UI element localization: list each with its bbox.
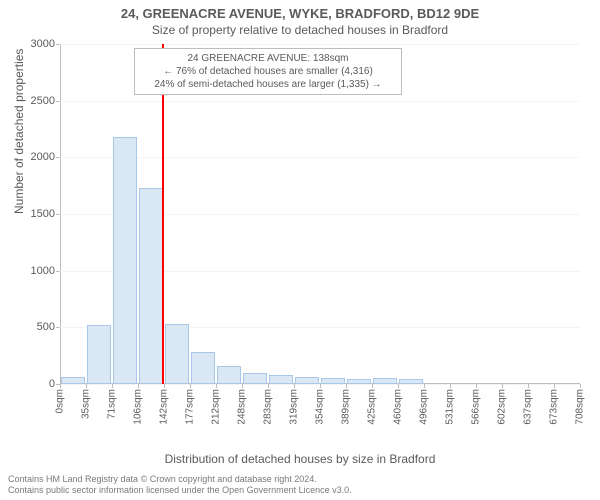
bar-slot: 0sqm — [60, 44, 86, 384]
bar — [191, 352, 214, 384]
plot-area: 050010001500200025003000 0sqm35sqm71sqm1… — [60, 44, 580, 384]
x-axis-label: Distribution of detached houses by size … — [0, 452, 600, 466]
bar-slot: 354sqm — [320, 44, 346, 384]
bar-slot: 389sqm — [346, 44, 372, 384]
x-tick-mark — [242, 384, 243, 388]
x-tick-mark — [398, 384, 399, 388]
bar-slot: 106sqm — [138, 44, 164, 384]
x-tick-label: 496sqm — [419, 389, 430, 425]
bar-slot: 142sqm — [164, 44, 190, 384]
y-tick-label: 3000 — [31, 38, 55, 50]
x-tick-label: 319sqm — [289, 389, 300, 425]
footer-line2: Contains public sector information licen… — [8, 485, 352, 496]
bars-group: 0sqm35sqm71sqm106sqm142sqm177sqm212sqm24… — [60, 44, 580, 384]
x-tick-label: 708sqm — [575, 389, 586, 425]
y-tick-label: 1500 — [31, 208, 55, 220]
x-tick-label: 389sqm — [341, 389, 352, 425]
bar — [295, 377, 318, 384]
marker-line — [162, 44, 164, 384]
annotation-line1: 24 GREENACRE AVENUE: 138sqm — [141, 52, 395, 65]
bar-slot: 531sqm — [450, 44, 476, 384]
y-tick-label: 2000 — [31, 151, 55, 163]
bar — [347, 379, 370, 384]
x-tick-mark — [346, 384, 347, 388]
x-tick-mark — [60, 384, 61, 388]
x-tick-mark — [320, 384, 321, 388]
bar — [217, 366, 240, 384]
x-tick-label: 0sqm — [55, 389, 66, 413]
y-tick-label: 1000 — [31, 265, 55, 277]
bar-slot: 283sqm — [268, 44, 294, 384]
x-tick-mark — [476, 384, 477, 388]
bar — [399, 379, 422, 384]
x-tick-mark — [216, 384, 217, 388]
y-axis-label: Number of detached properties — [12, 49, 26, 214]
bar-slot: 602sqm — [502, 44, 528, 384]
x-tick-mark — [138, 384, 139, 388]
x-tick-mark — [190, 384, 191, 388]
annotation-box: 24 GREENACRE AVENUE: 138sqm ← 76% of det… — [134, 48, 402, 95]
bar-slot: 637sqm — [528, 44, 554, 384]
x-tick-label: 637sqm — [523, 389, 534, 425]
bar-slot: 212sqm — [216, 44, 242, 384]
x-tick-mark — [528, 384, 529, 388]
x-tick-label: 106sqm — [133, 389, 144, 425]
x-tick-mark — [372, 384, 373, 388]
x-tick-label: 71sqm — [107, 389, 118, 419]
bar-slot: 177sqm — [190, 44, 216, 384]
x-tick-label: 566sqm — [471, 389, 482, 425]
x-tick-mark — [112, 384, 113, 388]
annotation-line3: 24% of semi-detached houses are larger (… — [141, 78, 395, 91]
x-tick-mark — [86, 384, 87, 388]
bar — [61, 377, 84, 384]
bar — [139, 188, 162, 384]
y-tick-label: 500 — [37, 321, 55, 333]
x-tick-label: 212sqm — [211, 389, 222, 425]
x-tick-mark — [502, 384, 503, 388]
bar — [165, 324, 188, 384]
y-tick-label: 2500 — [31, 95, 55, 107]
footer: Contains HM Land Registry data © Crown c… — [8, 474, 352, 496]
chart-container: 24, GREENACRE AVENUE, WYKE, BRADFORD, BD… — [0, 0, 600, 500]
footer-line1: Contains HM Land Registry data © Crown c… — [8, 474, 352, 485]
x-tick-label: 283sqm — [263, 389, 274, 425]
bar — [243, 373, 266, 384]
bar-slot: 319sqm — [294, 44, 320, 384]
bar — [269, 375, 292, 384]
x-tick-label: 602sqm — [497, 389, 508, 425]
bar-slot: 35sqm — [86, 44, 112, 384]
x-tick-mark — [294, 384, 295, 388]
chart-title: 24, GREENACRE AVENUE, WYKE, BRADFORD, BD… — [0, 0, 600, 21]
bar — [113, 137, 136, 384]
x-tick-label: 425sqm — [367, 389, 378, 425]
bar-slot: 673sqm — [554, 44, 580, 384]
x-tick-label: 248sqm — [237, 389, 248, 425]
x-tick-label: 142sqm — [159, 389, 170, 425]
x-tick-label: 531sqm — [445, 389, 456, 425]
bar-slot: 496sqm — [424, 44, 450, 384]
x-tick-label: 35sqm — [81, 389, 92, 419]
bar-slot: 460sqm — [398, 44, 424, 384]
x-tick-label: 673sqm — [549, 389, 560, 425]
bar — [321, 378, 344, 384]
bar — [87, 325, 110, 384]
x-tick-label: 354sqm — [315, 389, 326, 425]
x-tick-mark — [164, 384, 165, 388]
bar-slot: 425sqm — [372, 44, 398, 384]
annotation-line2: ← 76% of detached houses are smaller (4,… — [141, 65, 395, 78]
x-tick-mark — [424, 384, 425, 388]
x-tick-label: 177sqm — [185, 389, 196, 425]
x-tick-mark — [580, 384, 581, 388]
chart-subtitle: Size of property relative to detached ho… — [0, 21, 600, 37]
x-tick-label: 460sqm — [393, 389, 404, 425]
bar-slot: 71sqm — [112, 44, 138, 384]
x-tick-mark — [554, 384, 555, 388]
x-tick-mark — [268, 384, 269, 388]
bar-slot: 248sqm — [242, 44, 268, 384]
x-tick-mark — [450, 384, 451, 388]
bar-slot: 566sqm — [476, 44, 502, 384]
bar — [373, 378, 396, 384]
